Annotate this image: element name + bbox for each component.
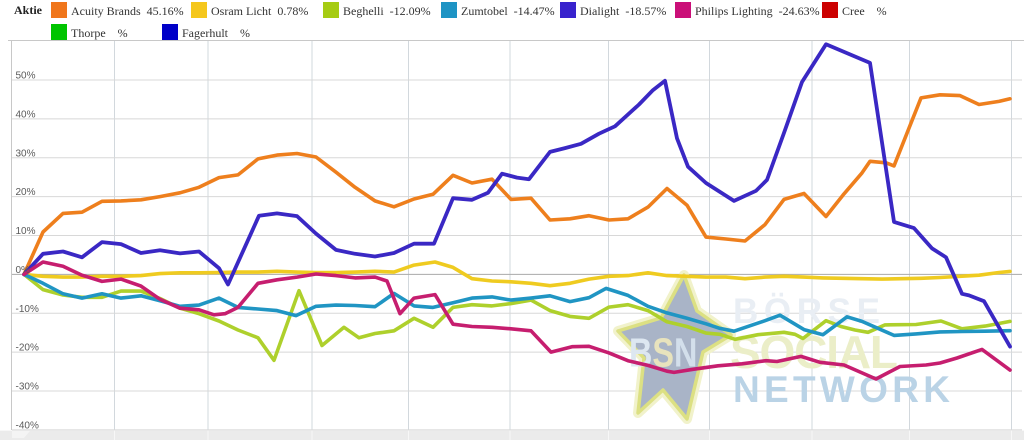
svg-text:20%: 20% bbox=[16, 187, 36, 198]
svg-text:0%: 0% bbox=[16, 265, 31, 276]
svg-text:10%: 10% bbox=[16, 226, 36, 237]
svg-text:BSN: BSN bbox=[629, 330, 697, 375]
svg-text:40%: 40% bbox=[16, 110, 36, 121]
svg-text:-40%: -40% bbox=[16, 421, 39, 432]
svg-text:30%: 30% bbox=[16, 148, 36, 159]
svg-text:-20%: -20% bbox=[16, 343, 39, 354]
svg-text:-30%: -30% bbox=[16, 382, 39, 393]
svg-text:NETWORK: NETWORK bbox=[733, 369, 951, 410]
svg-text:50%: 50% bbox=[16, 71, 36, 82]
svg-text:-10%: -10% bbox=[16, 304, 39, 315]
